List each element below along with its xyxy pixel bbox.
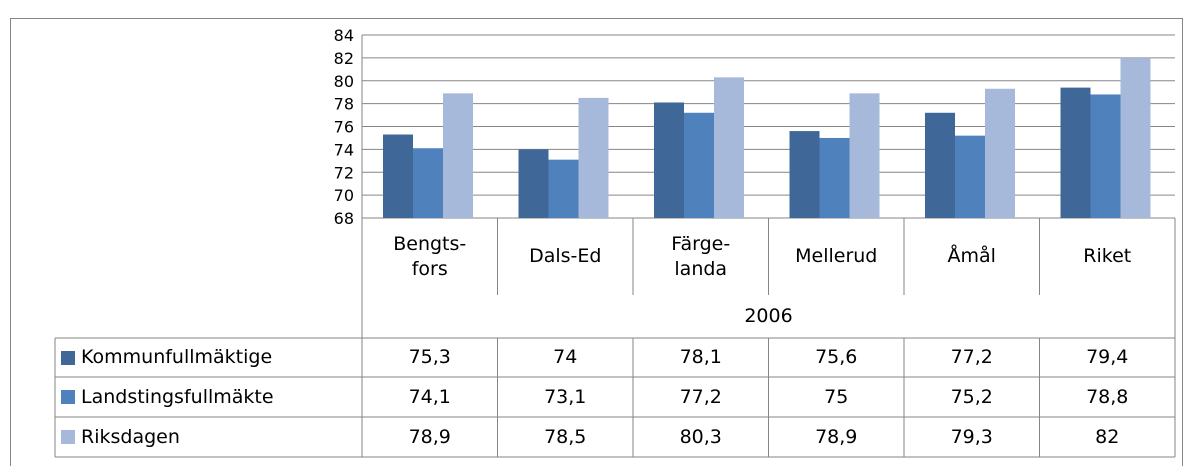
table-value: 75,2 [904,377,1040,417]
bar [443,93,473,218]
table-value: 78,9 [769,417,905,457]
group-label-text: 2006 [744,305,793,328]
bar [789,131,820,218]
legend-text: Landstingsfullmäkte [81,385,274,408]
bar [518,149,549,218]
table-value: 74 [498,338,634,377]
y-tick-label: 68 [334,209,354,228]
table-value-text: 74,1 [408,385,451,408]
bar [819,137,850,218]
x-tick-label: Riket [1040,218,1176,295]
table-value-text: 77,2 [679,385,722,408]
table-value: 78,1 [633,338,769,377]
table-value-text: 75,6 [815,346,858,369]
y-tick-label: 76 [334,118,354,137]
table-value-text: 82 [1095,425,1120,448]
y-tick-label: 70 [334,186,354,205]
y-tick-label: 82 [334,49,354,68]
bar [849,93,880,218]
table-value-text: 74 [553,346,578,369]
table-value: 82 [1040,417,1176,457]
y-tick-label: 78 [334,95,354,114]
table-value: 75,6 [769,338,905,377]
table-value: 79,4 [1040,338,1176,377]
table-value-text: 73,1 [544,385,587,408]
table-value: 75,3 [362,338,498,377]
table-value: 75 [769,377,905,417]
y-tick-label: 72 [334,163,354,182]
table-value-text: 75 [824,385,849,408]
x-tick-label-text: Åmål [947,245,996,268]
table-value-text: 75,3 [408,346,451,369]
x-tick-label: Färge- landa [633,218,769,295]
y-tick-label: 84 [334,26,354,45]
bar [654,102,684,218]
x-tick-label: Åmål [904,218,1040,295]
legend-key [61,350,75,365]
x-tick-label-text: Bengts- fors [393,232,467,280]
bar [1060,87,1091,218]
legend-entry: Kommunfullmäktige [55,338,362,377]
table-value-text: 78,9 [815,425,858,448]
table-value: 78,9 [362,417,498,457]
x-tick-label-text: Dals-Ed [529,245,602,268]
x-tick-label-text: Färge- landa [671,232,731,280]
table-value: 79,3 [904,417,1040,457]
bar [714,77,744,218]
x-tick-label: Mellerud [769,218,905,295]
bar [1090,94,1121,218]
table-value: 73,1 [498,377,634,417]
table-value: 77,2 [633,377,769,417]
table-value-text: 78,9 [408,425,451,448]
table-value: 78,5 [498,417,634,457]
bar [548,159,579,218]
table-value-text: 75,2 [950,385,993,408]
group-label: 2006 [362,295,1175,338]
table-value: 77,2 [904,338,1040,377]
legend-key [61,390,75,404]
bar [1120,57,1151,218]
bar [955,135,985,218]
table-value-text: 78,1 [679,346,722,369]
bar [985,88,1015,218]
table-value-text: 77,2 [950,346,993,369]
x-tick-label: Bengts- fors [362,218,498,295]
y-tick-label: 80 [334,72,354,91]
table-value-text: 79,3 [950,425,993,448]
table-value: 74,1 [362,377,498,417]
table-value-text: 78,8 [1086,385,1129,408]
bar [684,112,714,218]
table-value-text: 80,3 [679,425,722,448]
x-tick-label-text: Mellerud [795,245,878,268]
legend-text: Kommunfullmäktige [81,346,273,369]
bar [413,148,443,218]
x-tick-label: Dals-Ed [498,218,634,295]
bar [925,112,955,218]
table-value-text: 78,5 [544,425,587,448]
legend-key [61,430,75,444]
legend-entry: Landstingsfullmäkte [55,377,362,417]
x-tick-label-text: Riket [1083,245,1132,268]
legend-entry: Riksdagen [55,417,362,457]
table-value-text: 79,4 [1086,346,1129,369]
table-value: 78,8 [1040,377,1176,417]
bar [578,97,609,218]
legend-text: Riksdagen [81,425,180,448]
frame [10,18,1183,466]
y-tick-label: 74 [334,140,354,159]
bar [383,134,413,218]
table-value: 80,3 [633,417,769,457]
